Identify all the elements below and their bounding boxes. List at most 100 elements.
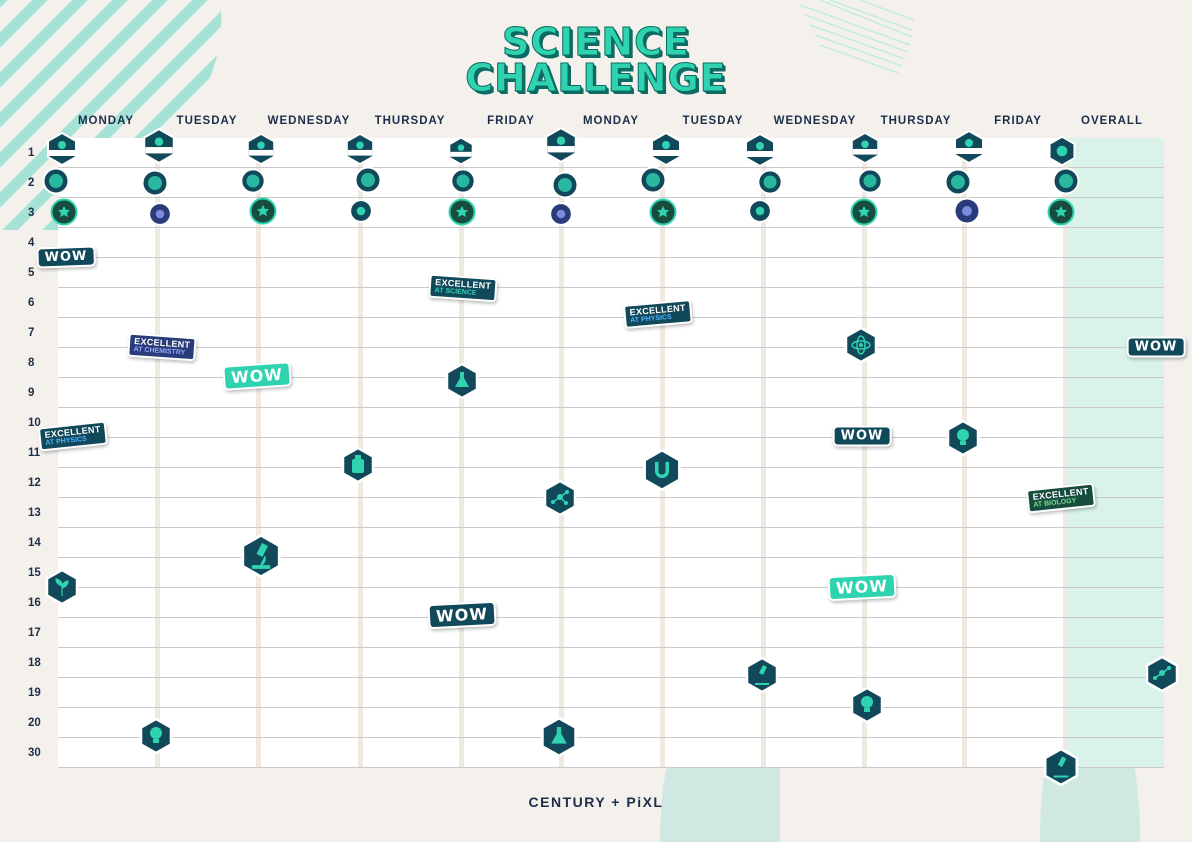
wow-sticker: WOW: [427, 600, 497, 630]
wow-sticker: WOW: [36, 245, 96, 269]
column-divider: [559, 138, 564, 768]
day-header: OVERALL: [1081, 115, 1143, 127]
row-number: 20: [28, 717, 41, 729]
lightbulb-icon: [850, 687, 884, 723]
column-divider: [459, 138, 464, 768]
molecule-icon: [543, 480, 577, 516]
round-badge-icon: [354, 166, 382, 194]
column-divider: [1063, 138, 1068, 768]
row-divider: [58, 227, 1164, 228]
great-work-badge-icon: [1047, 198, 1075, 226]
microscope-icon: [1043, 748, 1079, 786]
round-badge-icon: [944, 168, 972, 196]
row-number: 17: [28, 627, 41, 639]
great-work-badge-icon: [349, 199, 373, 223]
scientist-badge-icon: [345, 133, 375, 165]
row-divider: [58, 587, 1164, 588]
day-header: FRIDAY: [994, 115, 1042, 127]
wow-sticker: WOW: [832, 425, 892, 447]
row-number: 12: [28, 477, 41, 489]
row-number: 19: [28, 687, 41, 699]
wow-sticker: WOW: [827, 572, 897, 602]
flask-icon: [445, 363, 479, 399]
great-work-badge-icon: [249, 197, 277, 225]
great-work-badge-icon: [649, 198, 677, 226]
round-badge-icon: [42, 167, 70, 195]
lightbulb-icon: [139, 718, 173, 754]
row-divider: [58, 617, 1164, 618]
row-divider: [58, 407, 1164, 408]
day-header: MONDAY: [77, 115, 135, 127]
day-header: MONDAY: [582, 115, 640, 127]
row-divider: [58, 497, 1164, 498]
great-work-badge-icon: [953, 197, 981, 225]
row-number: 6: [28, 297, 35, 309]
scientist-badge-icon: [651, 132, 681, 166]
day-header: WEDNESDAY: [773, 115, 857, 127]
scientist-badge-icon: [448, 137, 474, 165]
row-divider: [58, 437, 1164, 438]
great-work-badge-icon: [448, 198, 476, 226]
day-header: TUESDAY: [682, 115, 744, 127]
row-number: 14: [28, 537, 41, 549]
row-divider: [58, 377, 1164, 378]
row-divider: [58, 317, 1164, 318]
scientist-badge-icon: [545, 127, 577, 163]
scientist-badge-icon: [143, 128, 175, 164]
row-divider: [58, 467, 1164, 468]
column-divider: [155, 138, 160, 768]
magnet-icon: [643, 449, 681, 491]
row-number: 7: [28, 327, 35, 339]
page-title-line2: CHALLENGE: [465, 56, 727, 101]
scientist-badge-icon: [954, 130, 984, 164]
scientist-badge-icon: [745, 133, 775, 167]
decorative-arc-top: [799, 0, 915, 74]
row-number: 2: [28, 177, 35, 189]
row-number: 8: [28, 357, 35, 369]
great-work-badge-icon: [850, 198, 878, 226]
row-number: 4: [28, 237, 35, 249]
row-number: 18: [28, 657, 41, 669]
scientist-badge-icon: [47, 132, 77, 166]
great-work-badge-icon: [50, 198, 78, 226]
day-header: WEDNESDAY: [267, 115, 351, 127]
microscope-icon: [241, 534, 281, 578]
row-divider: [58, 167, 1164, 168]
scientist-badge-icon: [850, 132, 880, 164]
excellent-at-science-sticker: EXCELLENT AT SCIENCE: [428, 273, 498, 303]
round-badge-icon: [639, 166, 667, 194]
calendar-grid: [58, 138, 1164, 768]
row-divider: [58, 197, 1164, 198]
row-divider: [58, 647, 1164, 648]
day-header: THURSDAY: [880, 115, 952, 127]
round-badge-icon: [857, 168, 883, 194]
flask-icon: [540, 717, 578, 757]
scientist-badge-icon: [1048, 136, 1076, 166]
row-divider: [58, 677, 1164, 678]
row-divider: [58, 527, 1164, 528]
column-divider: [862, 138, 867, 768]
row-number: 5: [28, 267, 35, 279]
row-number: 3: [28, 207, 35, 219]
overall-column: [1068, 138, 1164, 768]
row-divider: [58, 287, 1164, 288]
great-work-badge-icon: [748, 199, 772, 223]
row-number: 11: [28, 447, 41, 459]
row-number: 1: [28, 147, 35, 159]
round-badge-icon: [551, 171, 579, 199]
row-number: 15: [28, 567, 41, 579]
row-number: 13: [28, 507, 41, 519]
day-header: TUESDAY: [176, 115, 238, 127]
wow-sticker: WOW: [222, 361, 292, 391]
row-divider: [58, 767, 1164, 768]
day-header: THURSDAY: [374, 115, 446, 127]
great-work-badge-icon: [549, 202, 573, 226]
wow-sticker: WOW: [1126, 336, 1186, 358]
row-divider: [58, 257, 1164, 258]
round-badge-icon: [1052, 167, 1080, 195]
plant-icon: [45, 569, 79, 605]
molecule-icon: [1145, 656, 1179, 692]
row-divider: [58, 737, 1164, 738]
row-divider: [58, 557, 1164, 558]
row-number: 9: [28, 387, 35, 399]
